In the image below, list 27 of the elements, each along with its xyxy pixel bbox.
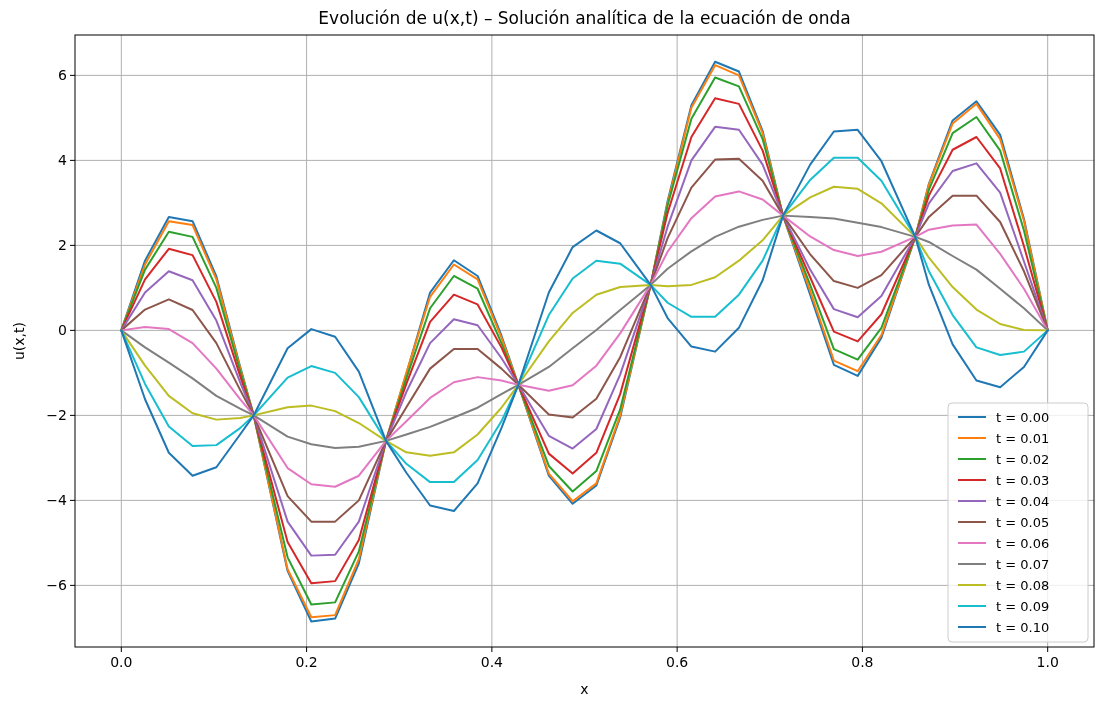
y-tick-label: −2 <box>46 407 67 424</box>
legend-label: t = 0.02 <box>996 451 1050 467</box>
y-tick-label: 0 <box>58 322 67 339</box>
x-tick-label: 0.4 <box>480 654 504 670</box>
x-tick-label: 0.6 <box>666 654 689 670</box>
x-tick-label: 1.0 <box>1036 654 1059 670</box>
y-tick-label: −4 <box>46 492 68 509</box>
chart-title: Evolución de u(x,t) – Solución analítica de la ecuación de onda <box>318 8 851 28</box>
y-tick-label: 6 <box>58 67 68 84</box>
y-tick-label: −6 <box>46 577 68 594</box>
legend-label: t = 0.06 <box>996 535 1050 551</box>
x-tick-label: 0.8 <box>851 654 874 670</box>
y-tick-label: 4 <box>58 152 68 169</box>
legend-label: t = 0.08 <box>996 577 1050 593</box>
legend-label: t = 0.09 <box>996 598 1050 614</box>
legend-label: t = 0.10 <box>996 619 1050 635</box>
legend-label: t = 0.04 <box>996 493 1050 509</box>
legend-label: t = 0.00 <box>996 409 1050 425</box>
y-tick-label: 2 <box>58 237 67 254</box>
x-tick-label: 0.2 <box>295 654 318 670</box>
legend-label: t = 0.07 <box>996 556 1050 572</box>
legend-label: t = 0.01 <box>996 430 1050 446</box>
y-axis-title: u(x,t) <box>11 321 27 361</box>
x-axis-title: x <box>580 681 589 697</box>
x-tick-label: 0.0 <box>110 654 133 670</box>
legend-label: t = 0.03 <box>996 472 1050 488</box>
legend-label: t = 0.05 <box>996 514 1050 530</box>
